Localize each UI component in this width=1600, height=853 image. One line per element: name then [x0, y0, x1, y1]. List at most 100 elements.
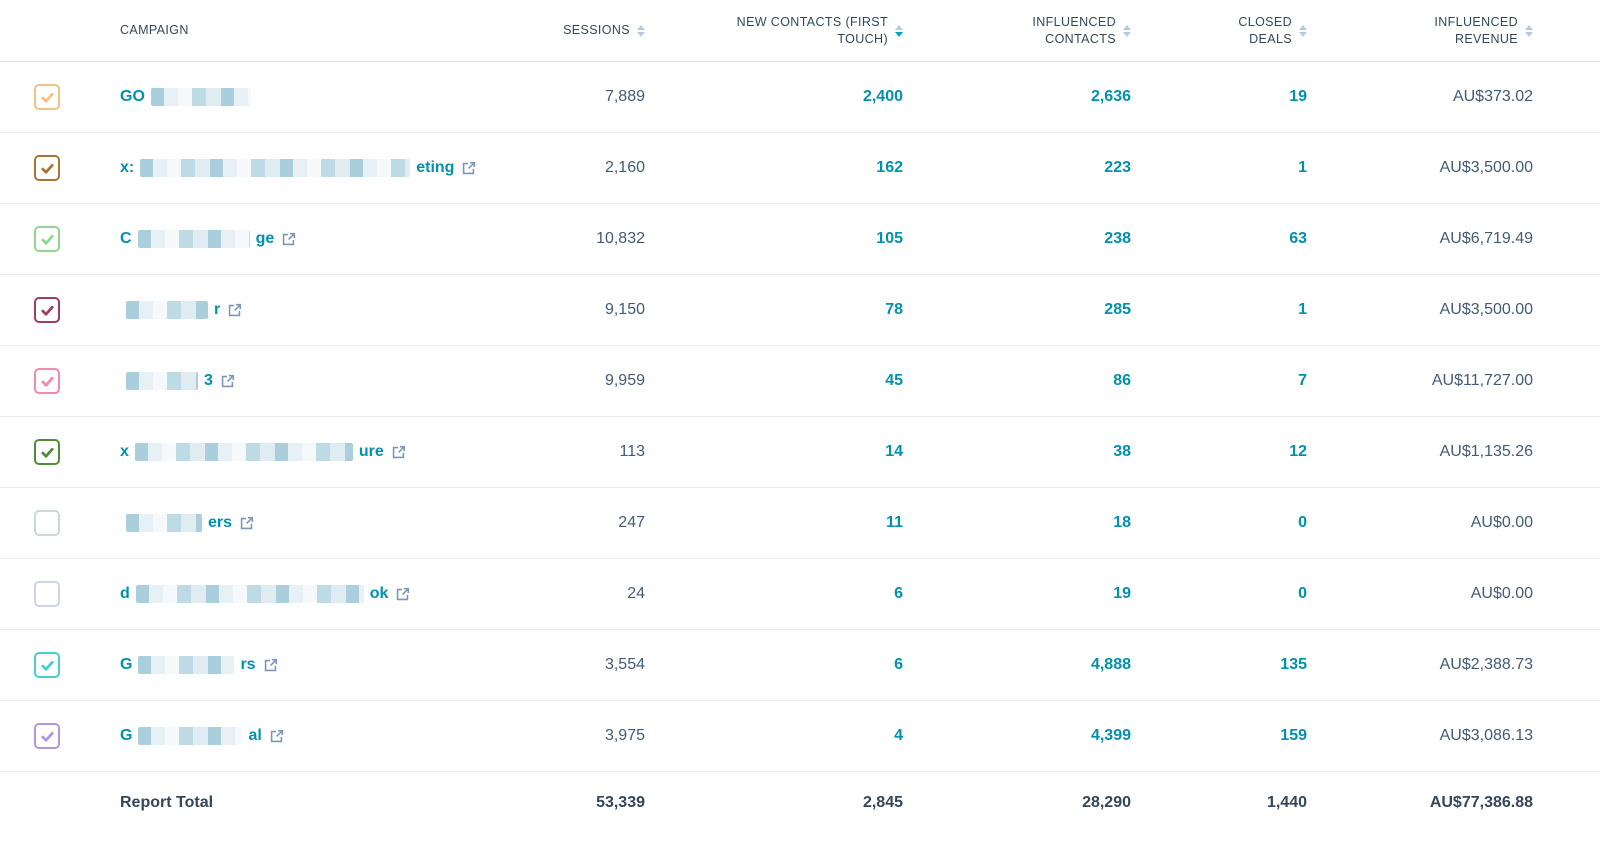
redacted-text [135, 585, 364, 603]
campaign-checkbox[interactable] [34, 155, 60, 181]
table-row: d ok 24 6 19 0 AU$0.00 [0, 559, 1600, 630]
campaign-name-link[interactable]: d ok [120, 585, 410, 603]
campaign-checkbox[interactable] [34, 581, 60, 607]
campaign-checkbox[interactable] [34, 226, 60, 252]
table-row: ers 247 11 18 0 AU$0.00 [0, 488, 1600, 559]
campaign-checkbox[interactable] [34, 723, 60, 749]
external-link-icon[interactable] [395, 587, 410, 602]
new-contacts-value[interactable]: 105 [876, 230, 903, 247]
redacted-text [126, 372, 198, 390]
sort-arrows-icon [637, 24, 645, 37]
closed-deals-value[interactable]: 1 [1298, 159, 1307, 176]
influenced-revenue-value: AU$11,727.00 [1431, 372, 1533, 389]
campaign-name-link[interactable]: x ure [120, 443, 406, 461]
campaign-checkbox[interactable] [34, 84, 60, 110]
influenced-revenue-value: AU$0.00 [1470, 514, 1533, 531]
campaign-checkbox[interactable] [34, 510, 60, 536]
closed-deals-value[interactable]: 0 [1298, 585, 1307, 602]
column-header-label: Campaign [120, 23, 189, 38]
campaign-name-link[interactable]: ers [120, 514, 254, 532]
influenced-revenue-value: AU$3,086.13 [1439, 727, 1533, 744]
external-link-icon[interactable] [239, 516, 254, 531]
campaign-checkbox[interactable] [34, 297, 60, 323]
new-contacts-value[interactable]: 162 [876, 159, 903, 176]
campaign-name-link[interactable]: C ge [120, 230, 296, 248]
influenced-contacts-value[interactable]: 4,399 [1090, 727, 1131, 744]
external-link-icon[interactable] [391, 445, 406, 460]
column-header-label: New contacts (first touch) [736, 14, 888, 46]
sort-arrows-icon [1299, 24, 1307, 37]
campaign-name-link[interactable]: x: eting [120, 159, 476, 177]
total-sessions-value: 53,339 [596, 794, 645, 811]
campaign-name-link[interactable]: GO [120, 88, 264, 106]
influenced-revenue-value: AU$3,500.00 [1439, 159, 1533, 176]
column-header-closed-deals[interactable]: Closed deals [1131, 14, 1307, 48]
campaign-checkbox[interactable] [34, 439, 60, 465]
new-contacts-value[interactable]: 2,400 [862, 88, 903, 105]
closed-deals-value[interactable]: 63 [1289, 230, 1307, 247]
campaign-checkbox[interactable] [34, 652, 60, 678]
campaign-name-link[interactable]: G rs [120, 656, 278, 674]
new-contacts-value[interactable]: 11 [886, 514, 903, 531]
column-header-influenced-revenue[interactable]: Influenced revenue [1307, 14, 1533, 48]
column-header-new-contacts[interactable]: New contacts (first touch) [645, 14, 903, 48]
column-header-label: Sessions [563, 23, 630, 38]
external-link-icon[interactable] [220, 374, 235, 389]
sessions-value: 9,959 [604, 372, 645, 389]
closed-deals-value[interactable]: 135 [1280, 656, 1307, 673]
influenced-contacts-value[interactable]: 18 [1113, 514, 1131, 531]
total-new-contacts-value: 2,845 [862, 794, 903, 811]
influenced-contacts-value[interactable]: 38 [1113, 443, 1131, 460]
external-link-icon[interactable] [281, 232, 296, 247]
report-total-row: Report Total 53,339 2,845 28,290 1,440 A… [0, 772, 1600, 853]
closed-deals-value[interactable]: 1 [1298, 301, 1307, 318]
closed-deals-value[interactable]: 7 [1298, 372, 1307, 389]
closed-deals-value[interactable]: 159 [1280, 727, 1307, 744]
check-icon [40, 376, 54, 387]
influenced-revenue-value: AU$2,388.73 [1439, 656, 1533, 673]
influenced-revenue-value: AU$3,500.00 [1439, 301, 1533, 318]
table-row: G al 3,975 4 4,399 159 AU$3,086.13 [0, 701, 1600, 772]
new-contacts-value[interactable]: 4 [894, 727, 903, 744]
new-contacts-value[interactable]: 6 [894, 585, 903, 602]
influenced-contacts-value[interactable]: 19 [1113, 585, 1131, 602]
check-icon [40, 731, 54, 742]
sessions-value: 3,975 [604, 727, 645, 744]
closed-deals-value[interactable]: 0 [1298, 514, 1307, 531]
campaign-name-link[interactable]: G al [120, 727, 284, 745]
closed-deals-value[interactable]: 19 [1289, 88, 1307, 105]
new-contacts-value[interactable]: 45 [885, 372, 903, 389]
table-footer: Report Total 53,339 2,845 28,290 1,440 A… [0, 772, 1600, 853]
external-link-icon[interactable] [263, 658, 278, 673]
column-header-sessions[interactable]: Sessions [520, 22, 645, 39]
influenced-contacts-value[interactable]: 2,636 [1090, 88, 1131, 105]
check-icon [40, 163, 54, 174]
column-header-influenced-contacts[interactable]: Influenced contacts [903, 14, 1131, 48]
redacted-text [137, 230, 250, 248]
influenced-contacts-value[interactable]: 86 [1113, 372, 1131, 389]
new-contacts-value[interactable]: 6 [894, 656, 903, 673]
campaign-name-visible-prefix: d [120, 585, 130, 602]
campaign-checkbox[interactable] [34, 368, 60, 394]
influenced-contacts-value[interactable]: 4,888 [1090, 656, 1131, 673]
campaign-name-link[interactable]: 3 [120, 372, 235, 390]
footer-checkbox-spacer [0, 772, 120, 794]
campaign-name-visible-prefix: GO [120, 88, 145, 105]
new-contacts-value[interactable]: 14 [885, 443, 903, 460]
closed-deals-value[interactable]: 12 [1289, 443, 1307, 460]
external-link-icon[interactable] [227, 303, 242, 318]
new-contacts-value[interactable]: 78 [885, 301, 903, 318]
campaign-name-visible-prefix: x: [120, 159, 135, 176]
influenced-revenue-value: AU$0.00 [1470, 585, 1533, 602]
redacted-text [140, 159, 411, 177]
influenced-contacts-value[interactable]: 238 [1104, 230, 1131, 247]
campaign-name-link[interactable]: r [120, 301, 242, 319]
campaign-name-visible-suffix: al [248, 727, 262, 744]
external-link-icon[interactable] [461, 161, 476, 176]
total-closed-deals-value: 1,440 [1266, 794, 1307, 811]
table-row: 3 9,959 45 86 7 AU$11,727.00 [0, 346, 1600, 417]
influenced-contacts-value[interactable]: 223 [1104, 159, 1131, 176]
external-link-icon[interactable] [269, 729, 284, 744]
check-icon [40, 305, 54, 316]
influenced-contacts-value[interactable]: 285 [1104, 301, 1131, 318]
